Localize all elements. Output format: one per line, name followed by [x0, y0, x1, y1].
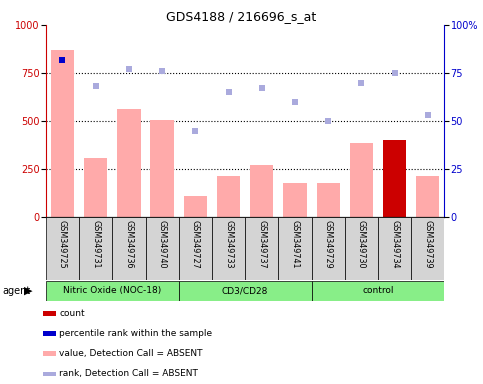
Bar — [312, 281, 444, 301]
Bar — [217, 176, 240, 217]
Text: agent: agent — [2, 286, 30, 296]
Text: percentile rank within the sample: percentile rank within the sample — [59, 329, 213, 338]
Bar — [184, 196, 207, 217]
Bar — [46, 281, 179, 301]
Bar — [43, 331, 57, 336]
Bar — [43, 351, 57, 356]
Bar — [179, 217, 212, 280]
Bar — [416, 176, 440, 217]
Bar — [117, 109, 141, 217]
Point — [324, 118, 332, 124]
Bar — [112, 217, 145, 280]
Bar — [84, 159, 107, 217]
Bar — [179, 281, 312, 301]
Text: value, Detection Call = ABSENT: value, Detection Call = ABSENT — [59, 349, 203, 358]
Text: rank, Detection Call = ABSENT: rank, Detection Call = ABSENT — [59, 369, 198, 378]
Bar — [46, 217, 79, 280]
Bar — [312, 217, 345, 280]
Text: GSM349731: GSM349731 — [91, 220, 100, 269]
Text: GSM349739: GSM349739 — [423, 220, 432, 269]
Bar — [284, 184, 307, 217]
Bar — [43, 311, 57, 316]
Text: GSM349730: GSM349730 — [357, 220, 366, 269]
Text: control: control — [362, 286, 394, 295]
Point — [258, 85, 266, 91]
Text: GSM349736: GSM349736 — [125, 220, 133, 269]
Bar — [316, 184, 340, 217]
Point — [357, 79, 365, 86]
Bar — [350, 143, 373, 217]
Bar — [411, 217, 444, 280]
Point — [92, 83, 99, 89]
Text: GSM349737: GSM349737 — [257, 220, 266, 269]
Text: GSM349725: GSM349725 — [58, 220, 67, 269]
Text: GSM349734: GSM349734 — [390, 220, 399, 269]
Bar — [278, 217, 312, 280]
Point — [225, 89, 232, 95]
Bar — [43, 371, 57, 376]
Text: GSM349741: GSM349741 — [290, 220, 299, 269]
Bar — [145, 217, 179, 280]
Text: Nitric Oxide (NOC-18): Nitric Oxide (NOC-18) — [63, 286, 161, 295]
Bar — [151, 120, 174, 217]
Text: GDS4188 / 216696_s_at: GDS4188 / 216696_s_at — [166, 10, 317, 23]
Text: GSM349729: GSM349729 — [324, 220, 333, 269]
Point — [125, 66, 133, 72]
Bar — [212, 217, 245, 280]
Bar — [51, 50, 74, 217]
Text: count: count — [59, 309, 85, 318]
Bar — [383, 140, 406, 217]
Text: ▶: ▶ — [24, 286, 32, 296]
Point — [291, 99, 299, 105]
Text: GSM349733: GSM349733 — [224, 220, 233, 269]
Bar — [250, 165, 273, 217]
Point — [191, 127, 199, 134]
Point — [158, 68, 166, 74]
Text: GSM349727: GSM349727 — [191, 220, 200, 269]
Bar — [245, 217, 278, 280]
Point — [391, 70, 398, 76]
Bar — [79, 217, 112, 280]
Text: CD3/CD28: CD3/CD28 — [222, 286, 269, 295]
Bar — [345, 217, 378, 280]
Point — [58, 56, 66, 63]
Bar — [378, 217, 411, 280]
Point — [424, 112, 432, 118]
Text: GSM349740: GSM349740 — [157, 220, 167, 269]
